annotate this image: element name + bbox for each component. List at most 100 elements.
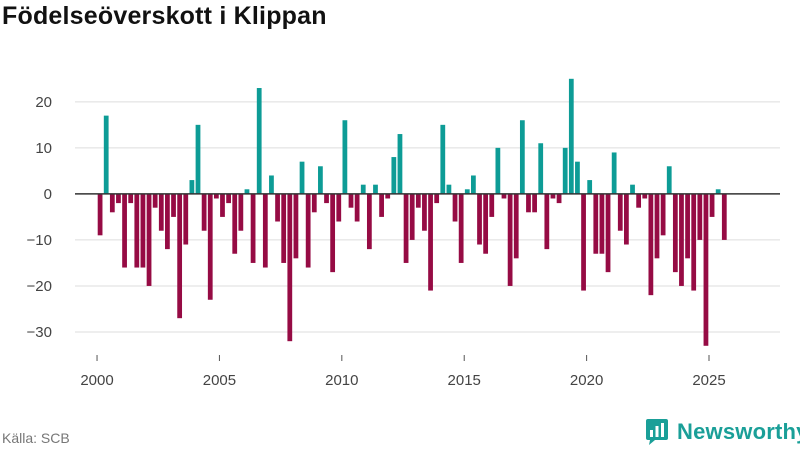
bar-negative[interactable] bbox=[140, 193, 146, 268]
bar-negative[interactable] bbox=[599, 193, 605, 254]
bar-negative[interactable] bbox=[428, 193, 433, 291]
bar-negative[interactable] bbox=[526, 193, 531, 213]
bar-positive[interactable] bbox=[666, 166, 672, 194]
bar-positive[interactable] bbox=[397, 134, 403, 194]
bar-negative[interactable] bbox=[697, 193, 703, 240]
bar-negative[interactable] bbox=[507, 193, 513, 286]
bar-negative[interactable] bbox=[220, 193, 225, 217]
bar-negative[interactable] bbox=[146, 193, 152, 286]
bar-negative[interactable] bbox=[452, 193, 458, 222]
bar-negative[interactable] bbox=[556, 193, 562, 204]
bar-positive[interactable] bbox=[189, 180, 195, 194]
bar-positive[interactable] bbox=[446, 184, 452, 194]
bar-negative[interactable] bbox=[152, 193, 158, 208]
bar-negative[interactable] bbox=[165, 193, 170, 250]
bar-negative[interactable] bbox=[624, 193, 629, 245]
bar-positive[interactable] bbox=[269, 175, 274, 194]
bar-negative[interactable] bbox=[672, 193, 678, 273]
bar-negative[interactable] bbox=[532, 193, 537, 213]
bar-negative[interactable] bbox=[379, 193, 384, 217]
bar-negative[interactable] bbox=[409, 193, 415, 240]
bar-positive[interactable] bbox=[715, 189, 721, 194]
bar-negative[interactable] bbox=[605, 193, 611, 273]
bar-negative[interactable] bbox=[116, 193, 121, 204]
bar-positive[interactable] bbox=[244, 189, 250, 194]
bar-positive[interactable] bbox=[299, 161, 305, 194]
bar-negative[interactable] bbox=[617, 193, 623, 231]
bar-negative[interactable] bbox=[330, 193, 336, 273]
bar-negative[interactable] bbox=[366, 193, 372, 250]
bar-positive[interactable] bbox=[538, 143, 544, 194]
bar-negative[interactable] bbox=[232, 193, 238, 254]
bar-negative[interactable] bbox=[275, 193, 280, 222]
bar-negative[interactable] bbox=[324, 193, 329, 204]
bar-positive[interactable] bbox=[587, 180, 593, 194]
bar-negative[interactable] bbox=[642, 193, 648, 199]
bar-negative[interactable] bbox=[513, 193, 519, 259]
bar-positive[interactable] bbox=[611, 152, 617, 194]
bar-negative[interactable] bbox=[281, 193, 287, 263]
bar-negative[interactable] bbox=[158, 193, 164, 231]
bar-negative[interactable] bbox=[183, 193, 189, 245]
bar-negative[interactable] bbox=[109, 193, 115, 213]
bar-positive[interactable] bbox=[256, 88, 262, 194]
bar-negative[interactable] bbox=[293, 193, 299, 259]
bar-negative[interactable] bbox=[501, 193, 507, 199]
bar-negative[interactable] bbox=[550, 193, 556, 199]
bar-positive[interactable] bbox=[519, 120, 525, 194]
bar-negative[interactable] bbox=[207, 193, 213, 300]
bar-negative[interactable] bbox=[262, 193, 268, 268]
bar-negative[interactable] bbox=[177, 193, 183, 319]
bar-negative[interactable] bbox=[171, 193, 176, 217]
bar-negative[interactable] bbox=[385, 193, 391, 199]
bar-negative[interactable] bbox=[128, 193, 134, 204]
bar-negative[interactable] bbox=[213, 193, 219, 199]
bar-negative[interactable] bbox=[654, 193, 660, 259]
bar-negative[interactable] bbox=[685, 193, 690, 259]
bar-negative[interactable] bbox=[581, 193, 586, 291]
bar-negative[interactable] bbox=[434, 193, 440, 204]
bar-negative[interactable] bbox=[226, 193, 231, 204]
bar-negative[interactable] bbox=[709, 193, 715, 217]
bar-negative[interactable] bbox=[721, 193, 727, 240]
bar-negative[interactable] bbox=[458, 193, 464, 263]
bar-negative[interactable] bbox=[311, 193, 317, 213]
bar-positive[interactable] bbox=[471, 175, 476, 194]
bar-negative[interactable] bbox=[201, 193, 207, 231]
bar-negative[interactable] bbox=[415, 193, 421, 208]
bar-negative[interactable] bbox=[483, 193, 489, 254]
bar-negative[interactable] bbox=[348, 193, 354, 208]
bar-positive[interactable] bbox=[575, 161, 580, 194]
bar-negative[interactable] bbox=[287, 193, 293, 342]
bar-positive[interactable] bbox=[373, 184, 378, 194]
bar-positive[interactable] bbox=[318, 166, 323, 194]
bar-positive[interactable] bbox=[630, 184, 635, 194]
bar-negative[interactable] bbox=[660, 193, 666, 236]
bar-positive[interactable] bbox=[342, 120, 348, 194]
bar-negative[interactable] bbox=[679, 193, 684, 286]
brand-logo[interactable]: Newsworthy bbox=[645, 418, 800, 446]
bar-positive[interactable] bbox=[495, 147, 501, 194]
bar-negative[interactable] bbox=[593, 193, 599, 254]
bar-negative[interactable] bbox=[250, 193, 256, 263]
bar-negative[interactable] bbox=[238, 193, 244, 231]
bar-negative[interactable] bbox=[489, 193, 495, 217]
bar-negative[interactable] bbox=[336, 193, 342, 222]
bar-negative[interactable] bbox=[636, 193, 642, 208]
bar-positive[interactable] bbox=[103, 115, 109, 194]
bar-negative[interactable] bbox=[648, 193, 654, 296]
bar-negative[interactable] bbox=[134, 193, 140, 268]
bar-negative[interactable] bbox=[403, 193, 409, 263]
bar-positive[interactable] bbox=[562, 147, 568, 194]
bar-positive[interactable] bbox=[195, 124, 201, 194]
bar-negative[interactable] bbox=[422, 193, 427, 231]
bar-negative[interactable] bbox=[354, 193, 360, 222]
bar-positive[interactable] bbox=[440, 124, 446, 194]
bar-positive[interactable] bbox=[391, 157, 397, 194]
bar-positive[interactable] bbox=[464, 189, 470, 194]
bar-negative[interactable] bbox=[691, 193, 697, 291]
bar-negative[interactable] bbox=[97, 193, 103, 236]
bar-negative[interactable] bbox=[305, 193, 311, 268]
bar-positive[interactable] bbox=[360, 184, 366, 194]
bar-negative[interactable] bbox=[477, 193, 482, 245]
